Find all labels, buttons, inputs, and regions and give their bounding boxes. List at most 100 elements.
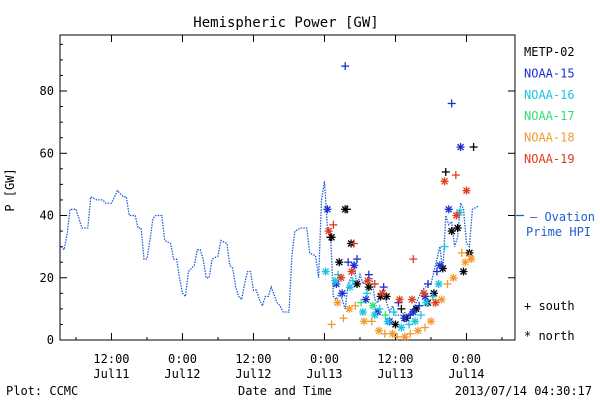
marker-d2 [441, 177, 449, 185]
marker-d2 [420, 289, 428, 297]
north-marker [374, 326, 383, 335]
legend-entry: NOAA-17 [524, 109, 575, 123]
ovation-line [60, 181, 479, 317]
north-marker [408, 295, 417, 304]
footer-right: 2013/07/14 04:30:17 [455, 384, 592, 398]
x-tick-date: Jul12 [164, 367, 200, 381]
marker-d2 [435, 280, 443, 288]
legend-entry: METP-02 [524, 45, 575, 59]
x-tick-time: 12:00 [235, 352, 271, 366]
north-marker [400, 332, 409, 341]
marker-d2 [461, 258, 469, 266]
y-axis-label: P [GW] [3, 168, 17, 211]
marker-d2 [422, 299, 430, 307]
north-marker [447, 227, 456, 236]
x-tick-date: Jul11 [93, 367, 129, 381]
south-marker [344, 258, 353, 267]
south-marker [389, 307, 398, 316]
marker-d2 [353, 280, 361, 288]
north-marker [459, 267, 468, 276]
marker-d2 [427, 317, 435, 325]
x-tick-time: 0:00 [310, 352, 339, 366]
south-marker [441, 167, 450, 176]
north-marker [397, 323, 406, 332]
x-axis: 12:00Jul110:00Jul1212:00Jul120:00Jul1312… [75, 35, 503, 381]
south-marker [432, 267, 441, 276]
marker-d2 [450, 274, 457, 282]
south-marker [424, 279, 433, 288]
marker-d2 [348, 268, 356, 275]
ovation-legend-line2: Prime HPI [526, 225, 591, 239]
marker-d2 [448, 227, 456, 235]
marker-d2 [369, 302, 377, 310]
marker-d2 [379, 289, 386, 297]
legend-entry: NOAA-19 [524, 152, 575, 166]
satellite-markers [321, 62, 478, 341]
marker-d2 [337, 274, 345, 282]
south-marker [327, 320, 336, 329]
marker-d2 [322, 268, 330, 275]
marker-d2 [345, 305, 353, 313]
north-marker [431, 298, 440, 307]
x-tick-date: Jul12 [235, 367, 271, 381]
north-marker [341, 205, 350, 214]
marker-d2 [408, 296, 416, 304]
north-marker [327, 233, 336, 242]
marker-d2 [432, 299, 440, 307]
x-axis-label: Date and Time [238, 384, 332, 398]
north-marker [449, 273, 458, 282]
marker-d2 [400, 314, 408, 322]
north-marker [350, 261, 359, 270]
south-marker [381, 311, 390, 320]
north-marker [323, 205, 332, 214]
south-marker [370, 279, 379, 288]
marker-d2 [430, 289, 438, 297]
south-marker [357, 298, 366, 307]
south-marker [415, 301, 424, 310]
south-marker [440, 242, 449, 251]
north-marker [411, 317, 420, 326]
marker-d2 [396, 296, 404, 304]
south-marker [447, 99, 456, 108]
marker-d2 [457, 143, 465, 151]
south-marker [329, 220, 338, 229]
south-marker [353, 255, 362, 264]
north-marker [338, 289, 347, 298]
plot-frame [59, 34, 516, 341]
north-marker [391, 320, 400, 329]
marker-d2 [362, 296, 370, 304]
marker-d2 [325, 227, 333, 235]
legend-entry: NOAA-16 [524, 88, 575, 102]
marker-d2 [323, 205, 331, 213]
marker-d2 [346, 283, 354, 291]
marker-d2 [335, 258, 343, 266]
marker-d2 [384, 317, 392, 325]
north-marker [361, 295, 370, 304]
north-marker [400, 314, 409, 323]
north-marker [378, 289, 387, 298]
marker-d2 [421, 292, 429, 300]
legend-entry: NOAA-18 [524, 131, 575, 145]
marker-d2 [445, 205, 453, 213]
marker-d2 [365, 283, 373, 291]
y-tick-label: 80 [40, 84, 54, 98]
north-marker [461, 258, 470, 267]
north-marker [358, 307, 367, 316]
y-tick-label: 60 [40, 146, 54, 160]
ovation-series [60, 181, 479, 317]
marker-d2 [338, 289, 346, 297]
north-marker [444, 205, 453, 214]
north-marker [453, 223, 462, 232]
north-marker [434, 279, 443, 288]
marker-d2 [375, 327, 383, 335]
south-marker [428, 292, 437, 301]
north-marker [368, 301, 377, 310]
x-tick-time: 12:00 [377, 352, 413, 366]
marker-d2 [467, 255, 475, 263]
south-marker [351, 301, 360, 310]
marker-d2 [438, 296, 446, 304]
north-marker [345, 283, 354, 292]
south-marker [380, 329, 389, 338]
marker-d2 [359, 308, 367, 316]
north-marker [360, 317, 369, 326]
